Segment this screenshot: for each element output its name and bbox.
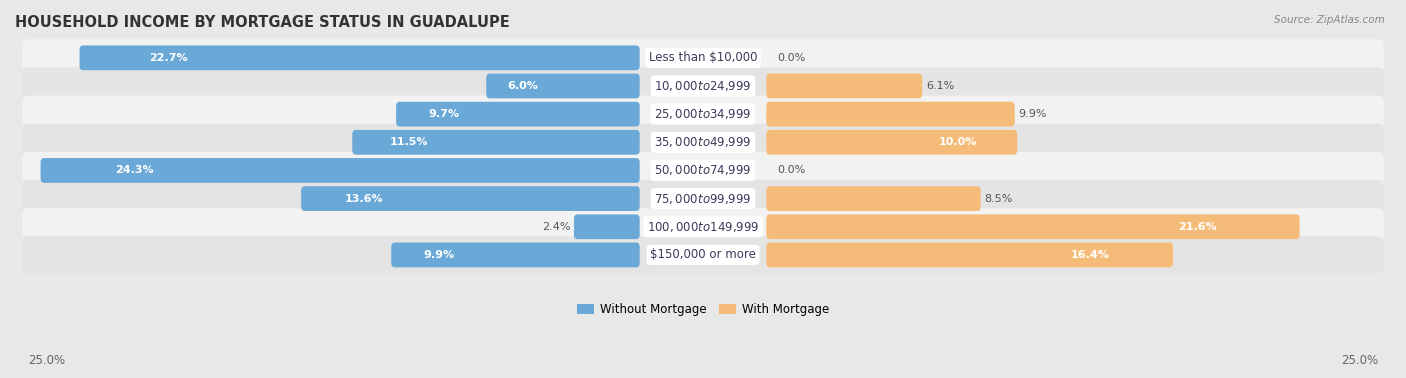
Text: 0.0%: 0.0% xyxy=(778,53,806,63)
Text: $50,000 to $74,999: $50,000 to $74,999 xyxy=(654,163,752,177)
Text: 6.0%: 6.0% xyxy=(508,81,538,91)
Text: 24.3%: 24.3% xyxy=(115,166,153,175)
FancyBboxPatch shape xyxy=(574,214,640,239)
Text: $35,000 to $49,999: $35,000 to $49,999 xyxy=(654,135,752,149)
FancyBboxPatch shape xyxy=(766,214,1299,239)
Text: 11.5%: 11.5% xyxy=(389,137,427,147)
FancyBboxPatch shape xyxy=(41,158,640,183)
FancyBboxPatch shape xyxy=(22,96,1384,133)
Text: 0.0%: 0.0% xyxy=(778,166,806,175)
Text: 16.4%: 16.4% xyxy=(1070,250,1109,260)
FancyBboxPatch shape xyxy=(766,102,1015,127)
Text: $75,000 to $99,999: $75,000 to $99,999 xyxy=(654,192,752,206)
Text: 22.7%: 22.7% xyxy=(149,53,188,63)
FancyBboxPatch shape xyxy=(396,102,640,127)
Text: 25.0%: 25.0% xyxy=(28,354,65,367)
FancyBboxPatch shape xyxy=(22,67,1384,105)
FancyBboxPatch shape xyxy=(22,124,1384,161)
Text: 9.9%: 9.9% xyxy=(423,250,456,260)
Legend: Without Mortgage, With Mortgage: Without Mortgage, With Mortgage xyxy=(572,298,834,321)
Text: Source: ZipAtlas.com: Source: ZipAtlas.com xyxy=(1274,15,1385,25)
FancyBboxPatch shape xyxy=(766,186,980,211)
FancyBboxPatch shape xyxy=(391,243,640,267)
FancyBboxPatch shape xyxy=(486,74,640,98)
Text: 10.0%: 10.0% xyxy=(939,137,977,147)
Text: 6.1%: 6.1% xyxy=(925,81,955,91)
Text: $100,000 to $149,999: $100,000 to $149,999 xyxy=(647,220,759,234)
FancyBboxPatch shape xyxy=(22,180,1384,217)
Text: $25,000 to $34,999: $25,000 to $34,999 xyxy=(654,107,752,121)
Text: Less than $10,000: Less than $10,000 xyxy=(648,51,758,64)
Text: 8.5%: 8.5% xyxy=(984,194,1012,204)
FancyBboxPatch shape xyxy=(766,74,922,98)
Text: HOUSEHOLD INCOME BY MORTGAGE STATUS IN GUADALUPE: HOUSEHOLD INCOME BY MORTGAGE STATUS IN G… xyxy=(15,15,510,30)
FancyBboxPatch shape xyxy=(766,243,1173,267)
FancyBboxPatch shape xyxy=(22,236,1384,274)
Text: 21.6%: 21.6% xyxy=(1178,222,1218,232)
FancyBboxPatch shape xyxy=(22,208,1384,245)
Text: 9.7%: 9.7% xyxy=(429,109,460,119)
Text: $150,000 or more: $150,000 or more xyxy=(650,248,756,262)
Text: 2.4%: 2.4% xyxy=(541,222,571,232)
Text: 25.0%: 25.0% xyxy=(1341,354,1378,367)
Text: 13.6%: 13.6% xyxy=(344,194,384,204)
Text: 9.9%: 9.9% xyxy=(1018,109,1047,119)
FancyBboxPatch shape xyxy=(353,130,640,155)
FancyBboxPatch shape xyxy=(766,130,1017,155)
FancyBboxPatch shape xyxy=(22,39,1384,76)
Text: $10,000 to $24,999: $10,000 to $24,999 xyxy=(654,79,752,93)
FancyBboxPatch shape xyxy=(22,152,1384,189)
FancyBboxPatch shape xyxy=(301,186,640,211)
FancyBboxPatch shape xyxy=(80,45,640,70)
